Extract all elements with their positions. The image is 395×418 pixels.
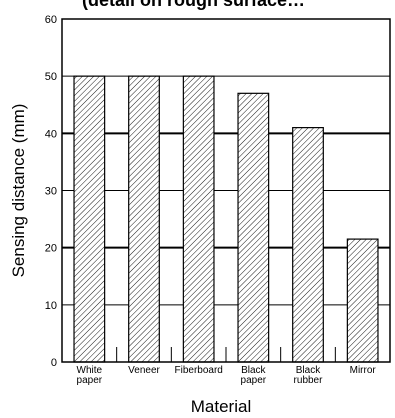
y-tick-label: 50 [45, 71, 57, 83]
bar [237, 92, 270, 363]
x-tick-label: Mirror [350, 365, 377, 376]
bar [346, 238, 379, 363]
y-tick-label: 60 [45, 14, 57, 26]
x-tick-label: White [77, 365, 103, 376]
y-tick-label: 20 [45, 243, 57, 255]
y-tick-label: 0 [51, 357, 57, 369]
x-axis-label: Material [191, 397, 251, 416]
bar [128, 75, 160, 363]
y-tick-label: 10 [45, 300, 57, 312]
plot-frame [61, 18, 391, 363]
chart-title: (detail on rough surface… [82, 0, 305, 10]
y-tick-labels: 0 10 20 30 40 50 60 [45, 14, 57, 369]
y-tick-label: 30 [45, 186, 57, 198]
bar [292, 127, 324, 363]
x-tick-label: Veneer [128, 365, 160, 376]
x-tick-label: Fiberboard [174, 365, 222, 376]
x-tick-label: Black [296, 365, 321, 376]
x-tick-label: paper [241, 375, 267, 386]
x-tick-label: Black [241, 365, 266, 376]
x-tick-label: rubber [294, 375, 324, 386]
x-tick-label: paper [77, 375, 103, 386]
bars [73, 75, 379, 363]
y-axis-label: Sensing distance (mm) [9, 104, 28, 278]
bar [182, 75, 215, 363]
bar [73, 75, 106, 363]
gridlines [62, 75, 390, 306]
y-tick-label: 40 [45, 128, 57, 140]
